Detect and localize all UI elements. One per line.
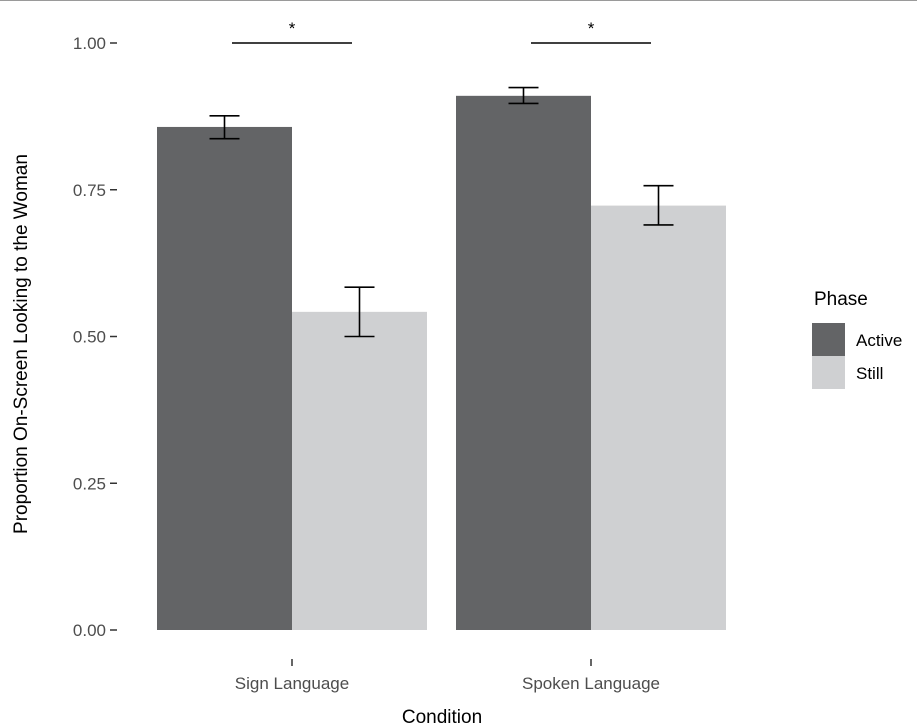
legend-title: Phase	[814, 289, 868, 310]
y-tick-label: 1.00	[73, 34, 106, 53]
y-tick-label: 0.50	[73, 328, 106, 347]
y-tick-label: 0.75	[73, 181, 106, 200]
y-axis-title: Proportion On-Screen Looking to the Woma…	[11, 154, 32, 534]
legend-swatch-still	[812, 356, 845, 389]
bar-active	[456, 95, 591, 630]
x-tick-label: Sign Language	[235, 674, 349, 693]
axes: 0.00 0.25 0.50 0.75 1.00 Sign Language Spoken …	[73, 34, 660, 693]
bar-still	[591, 205, 726, 630]
legend: Phase Active Still	[812, 289, 902, 389]
significance-label: *	[588, 19, 595, 38]
x-axis-title: Condition	[402, 707, 482, 726]
legend-label-still: Still	[856, 364, 883, 383]
legend-label-active: Active	[856, 331, 902, 350]
bar-active	[157, 126, 292, 630]
legend-swatch-active	[812, 323, 845, 356]
y-tick-label: 0.25	[73, 474, 106, 493]
significance-label: *	[289, 19, 296, 38]
bar-still	[292, 311, 427, 630]
y-tick-label: 0.00	[73, 621, 106, 640]
x-tick-label: Spoken Language	[522, 674, 660, 693]
plot-area: * *	[157, 19, 726, 630]
